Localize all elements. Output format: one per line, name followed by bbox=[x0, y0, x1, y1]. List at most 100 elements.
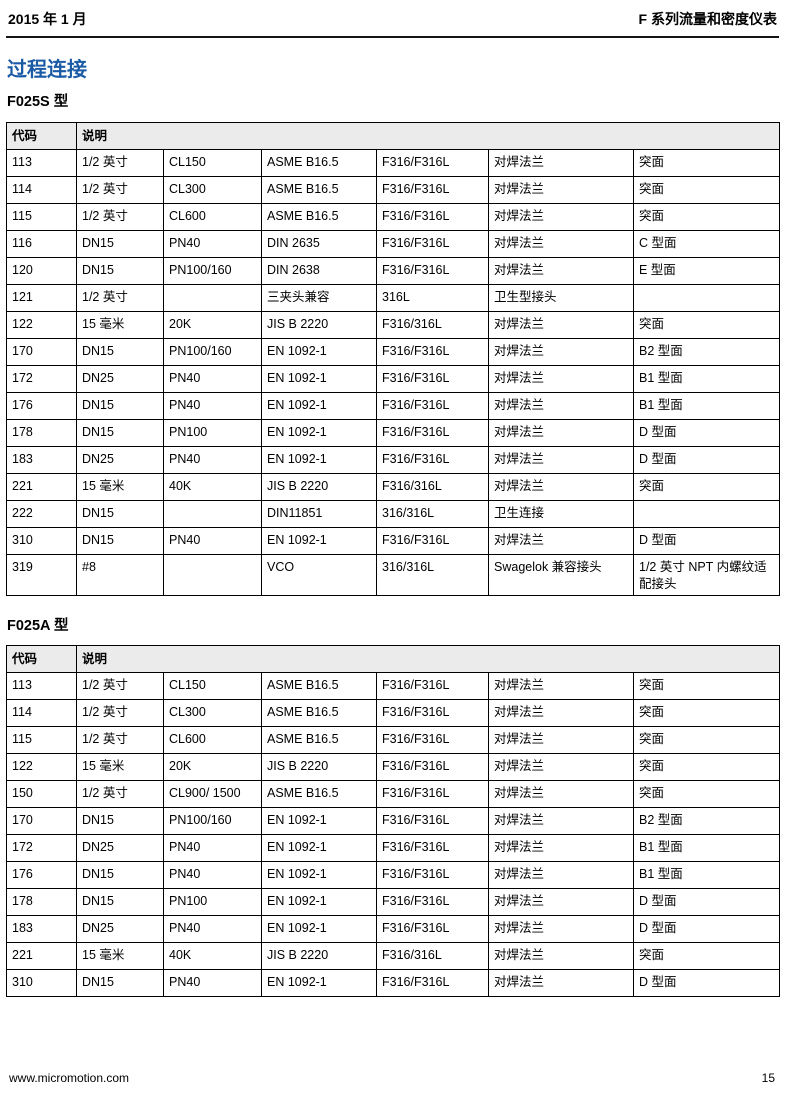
description-cell: F316/F316L bbox=[376, 337, 489, 366]
description-cell: 20K bbox=[163, 310, 262, 339]
description-cell: 对焊法兰 bbox=[488, 526, 634, 555]
description-cell: 突面 bbox=[632, 472, 781, 501]
description-cell bbox=[163, 553, 262, 596]
description-cell: 对焊法兰 bbox=[488, 337, 634, 366]
table-header-row: 代码 说明 bbox=[6, 121, 781, 150]
description-cell: VCO bbox=[261, 553, 377, 596]
table-row: 221 15 毫米 40K JIS B 2220 F316/316L 对焊法兰 突面 bbox=[6, 472, 781, 501]
description-cell: PN40 bbox=[163, 526, 262, 555]
description-cell: 对焊法兰 bbox=[488, 391, 634, 420]
description-cell: E 型面 bbox=[632, 256, 781, 285]
description-cell: DN15 bbox=[76, 391, 164, 420]
description-cell: 突面 bbox=[632, 699, 781, 728]
description-cell: PN40 bbox=[163, 969, 262, 998]
description-cell: DN15 bbox=[76, 229, 164, 258]
description-cell bbox=[632, 283, 781, 312]
description-cell: EN 1092-1 bbox=[261, 364, 377, 393]
description-cell: DN25 bbox=[76, 364, 164, 393]
description-cell: 40K bbox=[163, 472, 262, 501]
description-cell: DN25 bbox=[76, 915, 164, 944]
description-cell: 突面 bbox=[632, 672, 781, 701]
description-cell: 对焊法兰 bbox=[488, 699, 634, 728]
code-cell: 115 bbox=[6, 202, 77, 231]
description-cell: JIS B 2220 bbox=[261, 310, 377, 339]
description-cell: CL300 bbox=[163, 175, 262, 204]
description-cell: EN 1092-1 bbox=[261, 807, 377, 836]
table-row: 176 DN15 PN40 EN 1092-1 F316/F316L 对焊法兰 B1 型面 bbox=[6, 861, 781, 890]
description-cell: DN15 bbox=[76, 418, 164, 447]
description-cell: 1/2 英寸 bbox=[76, 780, 164, 809]
code-cell: 116 bbox=[6, 229, 77, 258]
description-cell: DIN 2635 bbox=[261, 229, 377, 258]
table-row: 221 15 毫米 40K JIS B 2220 F316/316L 对焊法兰 突面 bbox=[6, 942, 781, 971]
description-cell: EN 1092-1 bbox=[261, 391, 377, 420]
description-cell: CL600 bbox=[163, 726, 262, 755]
code-cell: 178 bbox=[6, 888, 77, 917]
description-cell: B1 型面 bbox=[632, 364, 781, 393]
description-cell: F316/F316L bbox=[376, 229, 489, 258]
description-cell: 突面 bbox=[632, 202, 781, 231]
description-cell: EN 1092-1 bbox=[261, 337, 377, 366]
description-cell: EN 1092-1 bbox=[261, 834, 377, 863]
description-cell: 对焊法兰 bbox=[488, 175, 634, 204]
description-cell: ASME B16.5 bbox=[261, 699, 377, 728]
description-cell: D 型面 bbox=[632, 915, 781, 944]
description-cell: 对焊法兰 bbox=[488, 364, 634, 393]
description-cell: 1/2 英寸 bbox=[76, 699, 164, 728]
description-cell bbox=[632, 499, 781, 528]
column-header-description: 说明 bbox=[75, 121, 781, 150]
document-footer: www.micromotion.com 15 bbox=[0, 1071, 785, 1085]
description-cell: D 型面 bbox=[632, 445, 781, 474]
footer-website-url: www.micromotion.com bbox=[9, 1071, 130, 1085]
description-cell: 对焊法兰 bbox=[488, 753, 634, 782]
description-cell: EN 1092-1 bbox=[261, 526, 377, 555]
code-cell: 120 bbox=[6, 256, 77, 285]
code-cell: 150 bbox=[6, 780, 77, 809]
description-cell: JIS B 2220 bbox=[261, 753, 377, 782]
description-cell: F316/F316L bbox=[376, 861, 489, 890]
code-cell: 176 bbox=[6, 391, 77, 420]
code-cell: 122 bbox=[6, 753, 77, 782]
table-row: 310 DN15 PN40 EN 1092-1 F316/F316L 对焊法兰 D 型面 bbox=[6, 969, 781, 998]
code-cell: 113 bbox=[6, 148, 77, 177]
description-cell: D 型面 bbox=[632, 888, 781, 917]
f025a-process-connections-table: 代码 说明 113 1/2 英寸 CL150 ASME B16.5 F316/F316L… bbox=[6, 645, 781, 998]
description-cell: F316/F316L bbox=[376, 256, 489, 285]
code-cell: 221 bbox=[6, 942, 77, 971]
description-cell: EN 1092-1 bbox=[261, 969, 377, 998]
description-cell: DN15 bbox=[76, 969, 164, 998]
code-cell: 183 bbox=[6, 445, 77, 474]
table-row: 122 15 毫米 20K JIS B 2220 F316/316L 对焊法兰 突面 bbox=[6, 310, 781, 339]
description-cell: ASME B16.5 bbox=[261, 726, 377, 755]
table-row: 115 1/2 英寸 CL600 ASME B16.5 F316/F316L 对焊法兰 突面 bbox=[6, 726, 781, 755]
description-cell bbox=[163, 283, 262, 312]
code-cell: 121 bbox=[6, 283, 77, 312]
table-row: 122 15 毫米 20K JIS B 2220 F316/F316L 对焊法兰 突面 bbox=[6, 753, 781, 782]
code-cell: 176 bbox=[6, 861, 77, 890]
description-cell: ASME B16.5 bbox=[261, 672, 377, 701]
description-cell: EN 1092-1 bbox=[261, 915, 377, 944]
description-cell: DN15 bbox=[76, 256, 164, 285]
description-cell: F316/F316L bbox=[376, 807, 489, 836]
description-cell: F316/316L bbox=[376, 310, 489, 339]
section-title-f025s: F025S 型 bbox=[7, 94, 69, 110]
description-cell: EN 1092-1 bbox=[261, 861, 377, 890]
description-cell: 316/316L bbox=[376, 499, 489, 528]
description-cell: 突面 bbox=[632, 310, 781, 339]
description-cell: F316/F316L bbox=[376, 445, 489, 474]
description-cell: PN40 bbox=[163, 391, 262, 420]
table-row: 172 DN25 PN40 EN 1092-1 F316/F316L 对焊法兰 B1 型面 bbox=[6, 834, 781, 863]
description-cell: 1/2 英寸 bbox=[76, 175, 164, 204]
description-cell: F316/F316L bbox=[376, 888, 489, 917]
table-row: 178 DN15 PN100 EN 1092-1 F316/F316L 对焊法兰 D 型面 bbox=[6, 418, 781, 447]
description-cell: DN15 bbox=[76, 337, 164, 366]
description-cell: ASME B16.5 bbox=[261, 148, 377, 177]
code-cell: 115 bbox=[6, 726, 77, 755]
description-cell: #8 bbox=[76, 553, 164, 596]
description-cell: D 型面 bbox=[632, 969, 781, 998]
description-cell: F316/F316L bbox=[376, 726, 489, 755]
description-cell: DN15 bbox=[76, 499, 164, 528]
description-cell bbox=[163, 499, 262, 528]
f025s-process-connections-table: 代码 说明 113 1/2 英寸 CL150 ASME B16.5 F316/F316L… bbox=[6, 121, 781, 596]
description-cell: EN 1092-1 bbox=[261, 445, 377, 474]
